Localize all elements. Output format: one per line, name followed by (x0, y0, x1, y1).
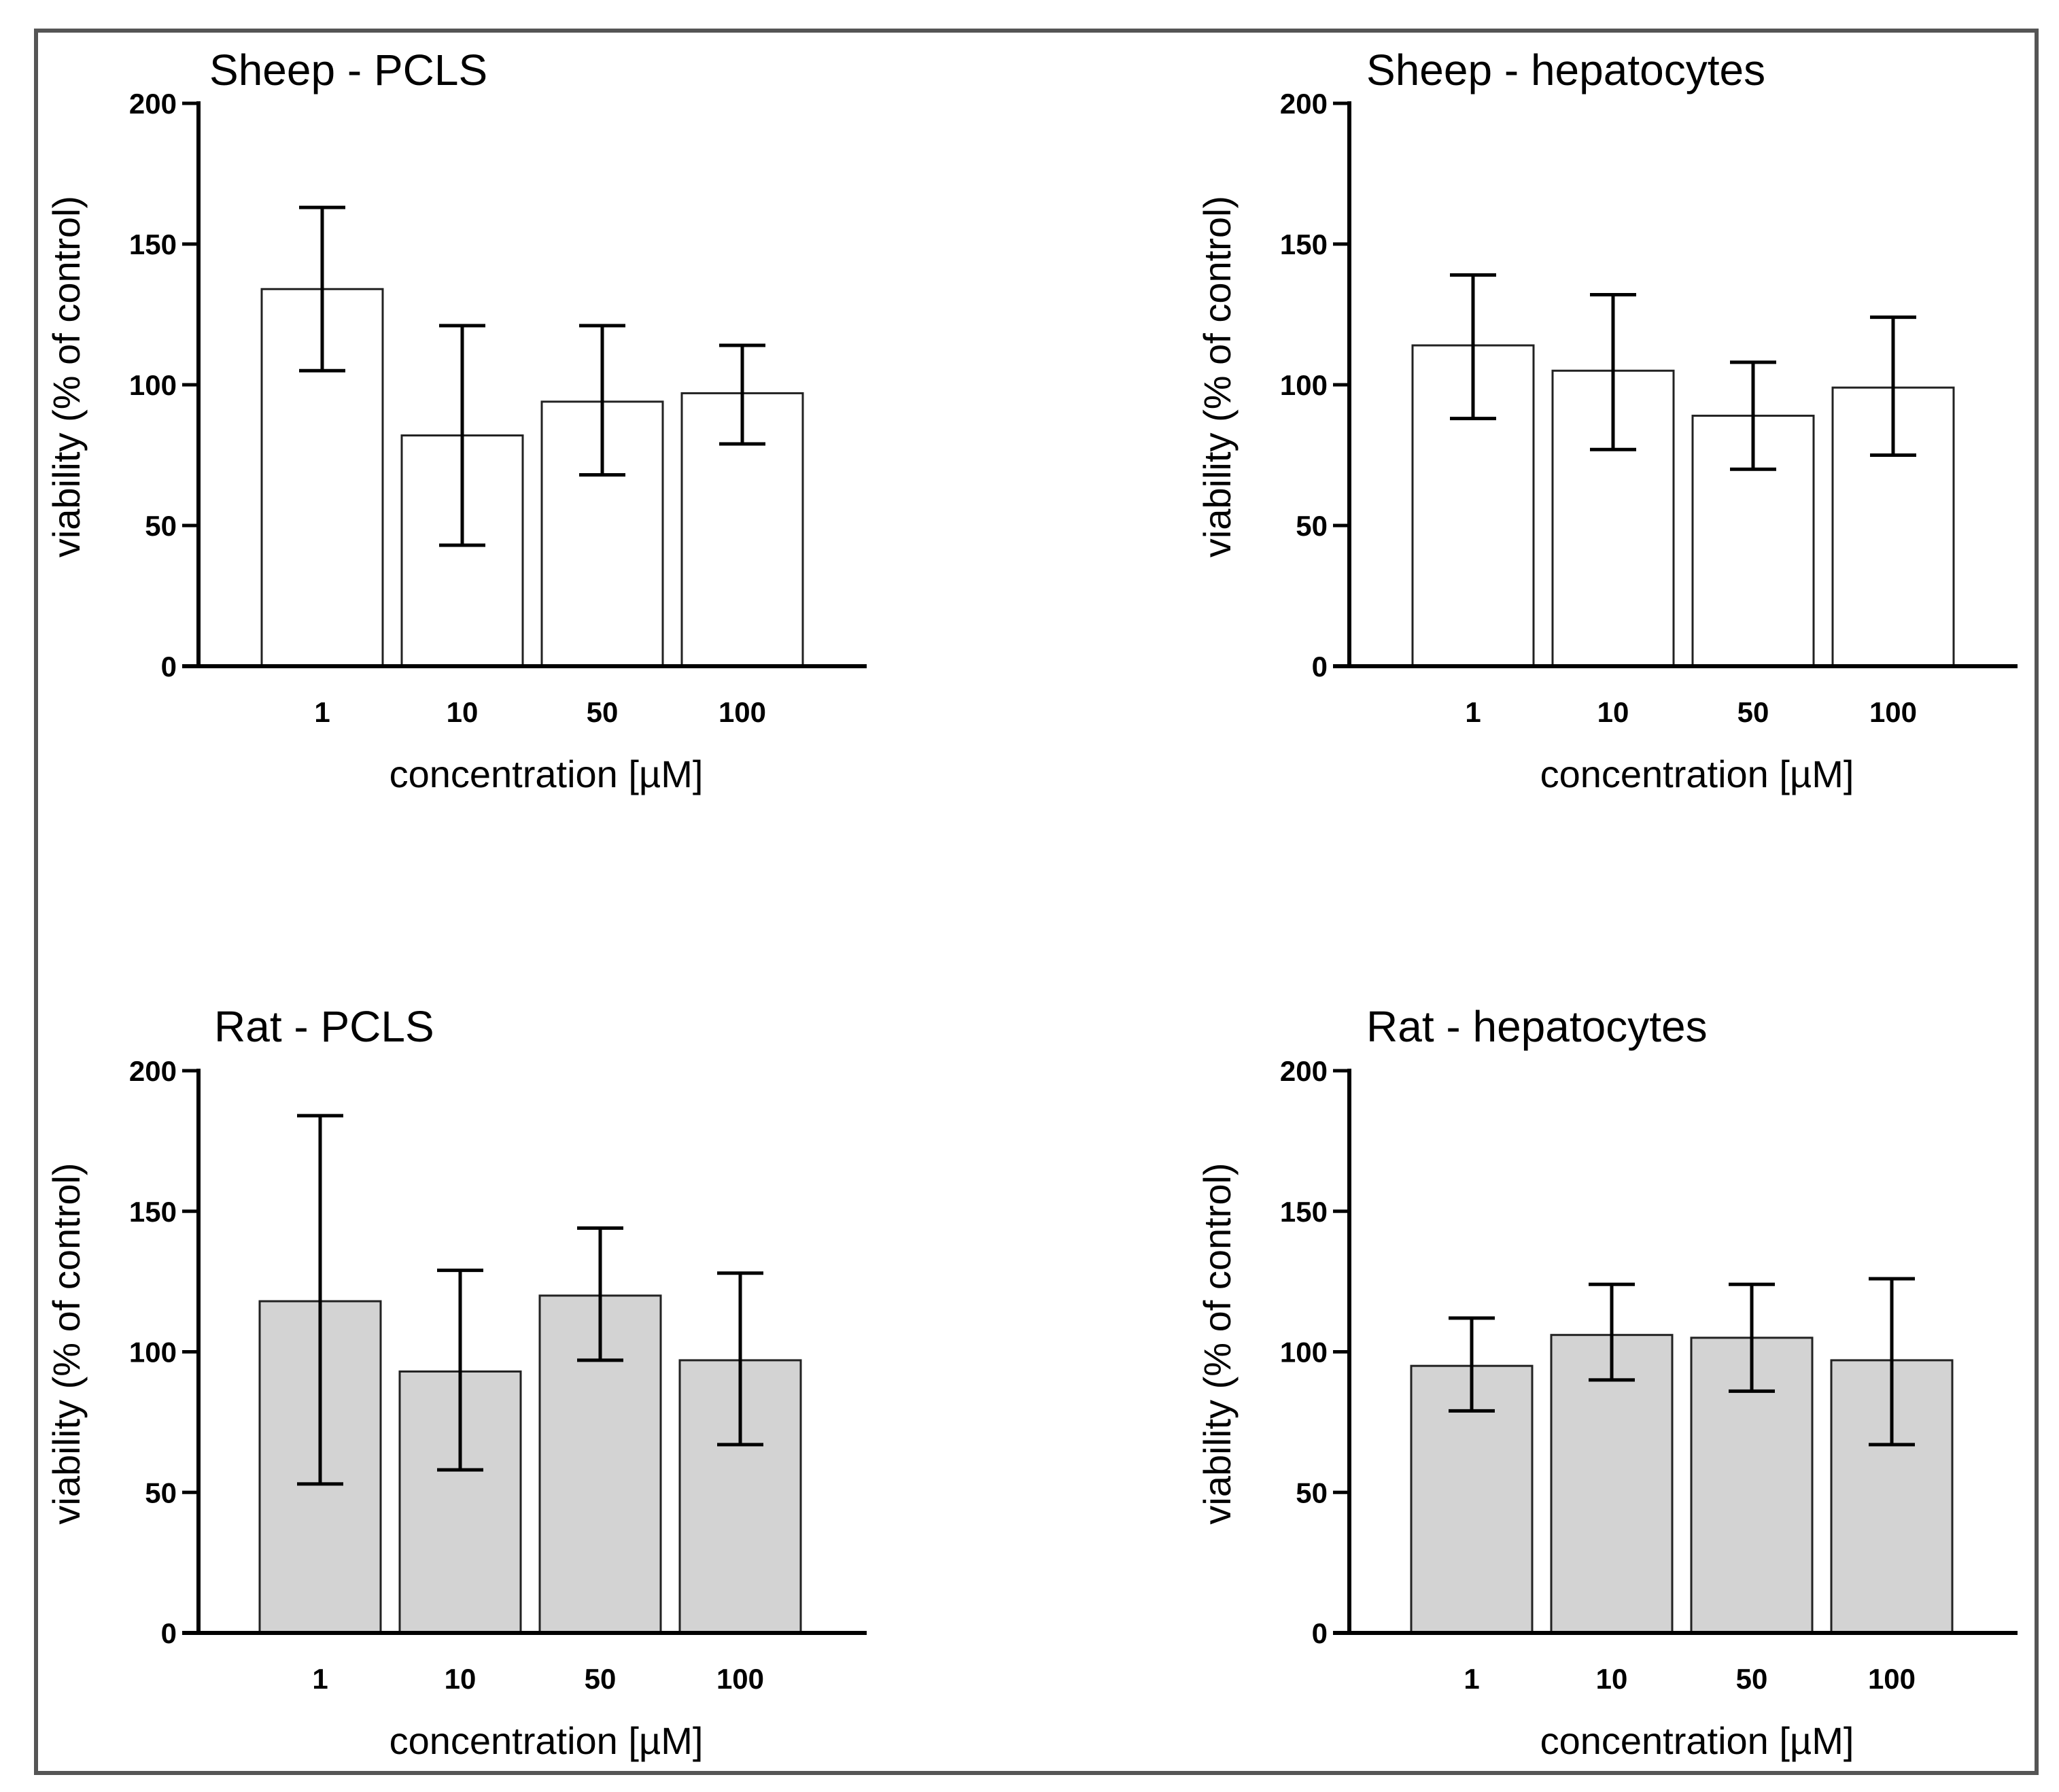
x-tick-label: 1 (314, 696, 330, 728)
figure-border (34, 29, 2039, 1775)
y-tick-label: 100 (1280, 1337, 1328, 1368)
chart-title: Sheep - PCLS (209, 46, 487, 94)
y-tick-label: 200 (129, 88, 177, 120)
x-axis-label: concentration [µM] (1540, 753, 1854, 795)
x-tick-label: 1 (1465, 696, 1481, 728)
y-tick-label: 50 (145, 1477, 177, 1509)
y-tick-label: 200 (1280, 1055, 1328, 1087)
y-tick-label: 150 (1280, 1196, 1328, 1228)
y-tick-label: 150 (1280, 228, 1328, 260)
x-tick-label: 10 (1597, 696, 1629, 728)
x-tick-label: 50 (587, 696, 619, 728)
y-tick-label: 0 (1312, 1617, 1328, 1649)
y-tick-label: 100 (1280, 369, 1328, 401)
x-tick-label: 100 (1868, 1663, 1916, 1695)
y-axis-label: viability (% of control) (45, 196, 88, 557)
y-tick-label: 0 (1312, 651, 1328, 683)
y-tick-label: 150 (129, 228, 177, 260)
x-axis-label: concentration [µM] (1540, 1719, 1854, 1762)
y-tick-label: 200 (1280, 88, 1328, 120)
chart-title: Rat - hepatocytes (1366, 1002, 1708, 1051)
chart-panel-2: Sheep - hepatocytes 0 50 100 150 200 1 10 50 100 c… (1196, 46, 2018, 795)
x-tick-label: 1 (312, 1663, 328, 1695)
y-tick-label: 0 (161, 651, 177, 683)
bar (1550, 1334, 1674, 1634)
y-tick-label: 100 (129, 369, 177, 401)
y-tick-label: 0 (161, 1617, 177, 1649)
y-axis-label: viability (% of control) (1196, 1162, 1239, 1524)
chart-panel-1: Sheep - PCLS 0 50 100 150 200 1 10 50 100 concentr… (45, 46, 867, 795)
x-tick-label: 10 (447, 696, 479, 728)
x-tick-label: 10 (1596, 1663, 1628, 1695)
x-tick-label: 10 (445, 1663, 477, 1695)
x-tick-label: 100 (719, 696, 766, 728)
y-tick-label: 150 (129, 1196, 177, 1228)
x-axis-label: concentration [µM] (390, 1719, 704, 1762)
y-tick-label: 50 (145, 510, 177, 542)
chart-panel-3: Rat - PCLS 0 50 100 150 200 1 10 50 100 concentrat… (45, 1002, 867, 1762)
chart-panel-4: Rat - hepatocytes 0 50 100 150 200 1 10 50 100 con… (1196, 1002, 2018, 1762)
x-tick-label: 1 (1464, 1663, 1479, 1695)
chart-title: Rat - PCLS (214, 1002, 434, 1051)
y-tick-label: 50 (1296, 1477, 1328, 1509)
x-tick-label: 50 (1737, 696, 1769, 728)
y-tick-label: 200 (129, 1055, 177, 1087)
x-tick-label: 100 (1869, 696, 1917, 728)
y-tick-label: 50 (1296, 510, 1328, 542)
y-axis-label: viability (% of control) (1196, 196, 1239, 557)
chart-title: Sheep - hepatocytes (1366, 46, 1765, 94)
x-tick-label: 100 (716, 1663, 764, 1695)
y-tick-label: 100 (129, 1337, 177, 1368)
x-tick-label: 50 (1736, 1663, 1768, 1695)
x-tick-label: 50 (585, 1663, 617, 1695)
y-axis-label: viability (% of control) (45, 1162, 88, 1524)
x-axis-label: concentration [µM] (390, 753, 704, 795)
